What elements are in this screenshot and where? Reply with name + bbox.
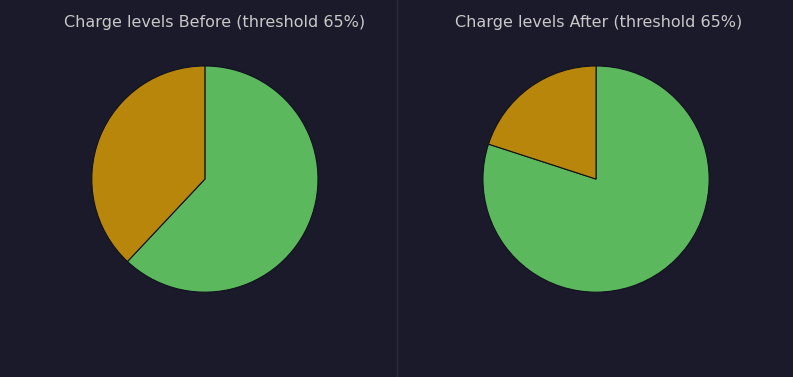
Legend:  (48, 348, 59, 359)
Wedge shape (128, 66, 318, 292)
Wedge shape (483, 66, 709, 292)
Text: Charge levels Before (threshold 65%): Charge levels Before (threshold 65%) (63, 15, 365, 29)
Legend:  (439, 348, 450, 359)
Text: Charge levels After (threshold 65%): Charge levels After (threshold 65%) (454, 15, 742, 29)
Wedge shape (488, 66, 596, 179)
Wedge shape (92, 66, 205, 262)
